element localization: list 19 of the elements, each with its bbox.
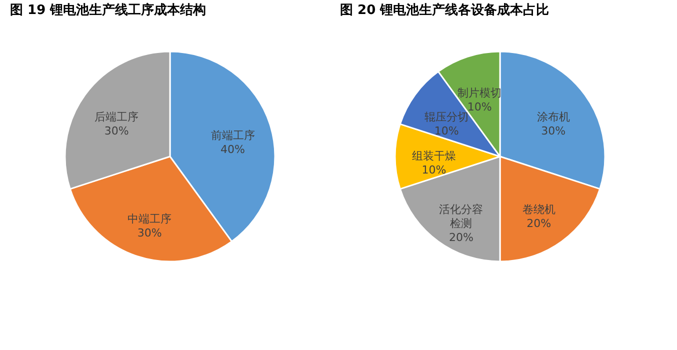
data-label: 20% bbox=[448, 230, 474, 244]
data-label: 10% bbox=[467, 100, 492, 114]
slice-label: 后端工序 bbox=[94, 110, 139, 124]
chart-title: 图 20 锂电池生产线各设备成本占比 bbox=[340, 2, 550, 18]
slice-label: 中端工序 bbox=[128, 212, 172, 226]
slice-label: 辊压分切 bbox=[424, 110, 469, 124]
data-label: 30% bbox=[541, 124, 566, 138]
slice-label: 组装干燥 bbox=[412, 150, 456, 162]
data-label: 40% bbox=[220, 143, 245, 156]
data-label: 30% bbox=[137, 226, 162, 240]
slice-label: 活化分容检测 bbox=[439, 202, 484, 230]
data-label: 10% bbox=[434, 124, 459, 138]
slice-label: 卷绕机 bbox=[522, 202, 556, 216]
data-label: 30% bbox=[104, 124, 129, 138]
data-label: 10% bbox=[422, 164, 446, 176]
data-label: 20% bbox=[526, 216, 552, 230]
chart-title: 图 19 锂电池生产线工序成本结构 bbox=[10, 2, 206, 18]
slice-label: 涂布机 bbox=[536, 110, 570, 124]
slice-label: 前端工序 bbox=[210, 129, 255, 142]
